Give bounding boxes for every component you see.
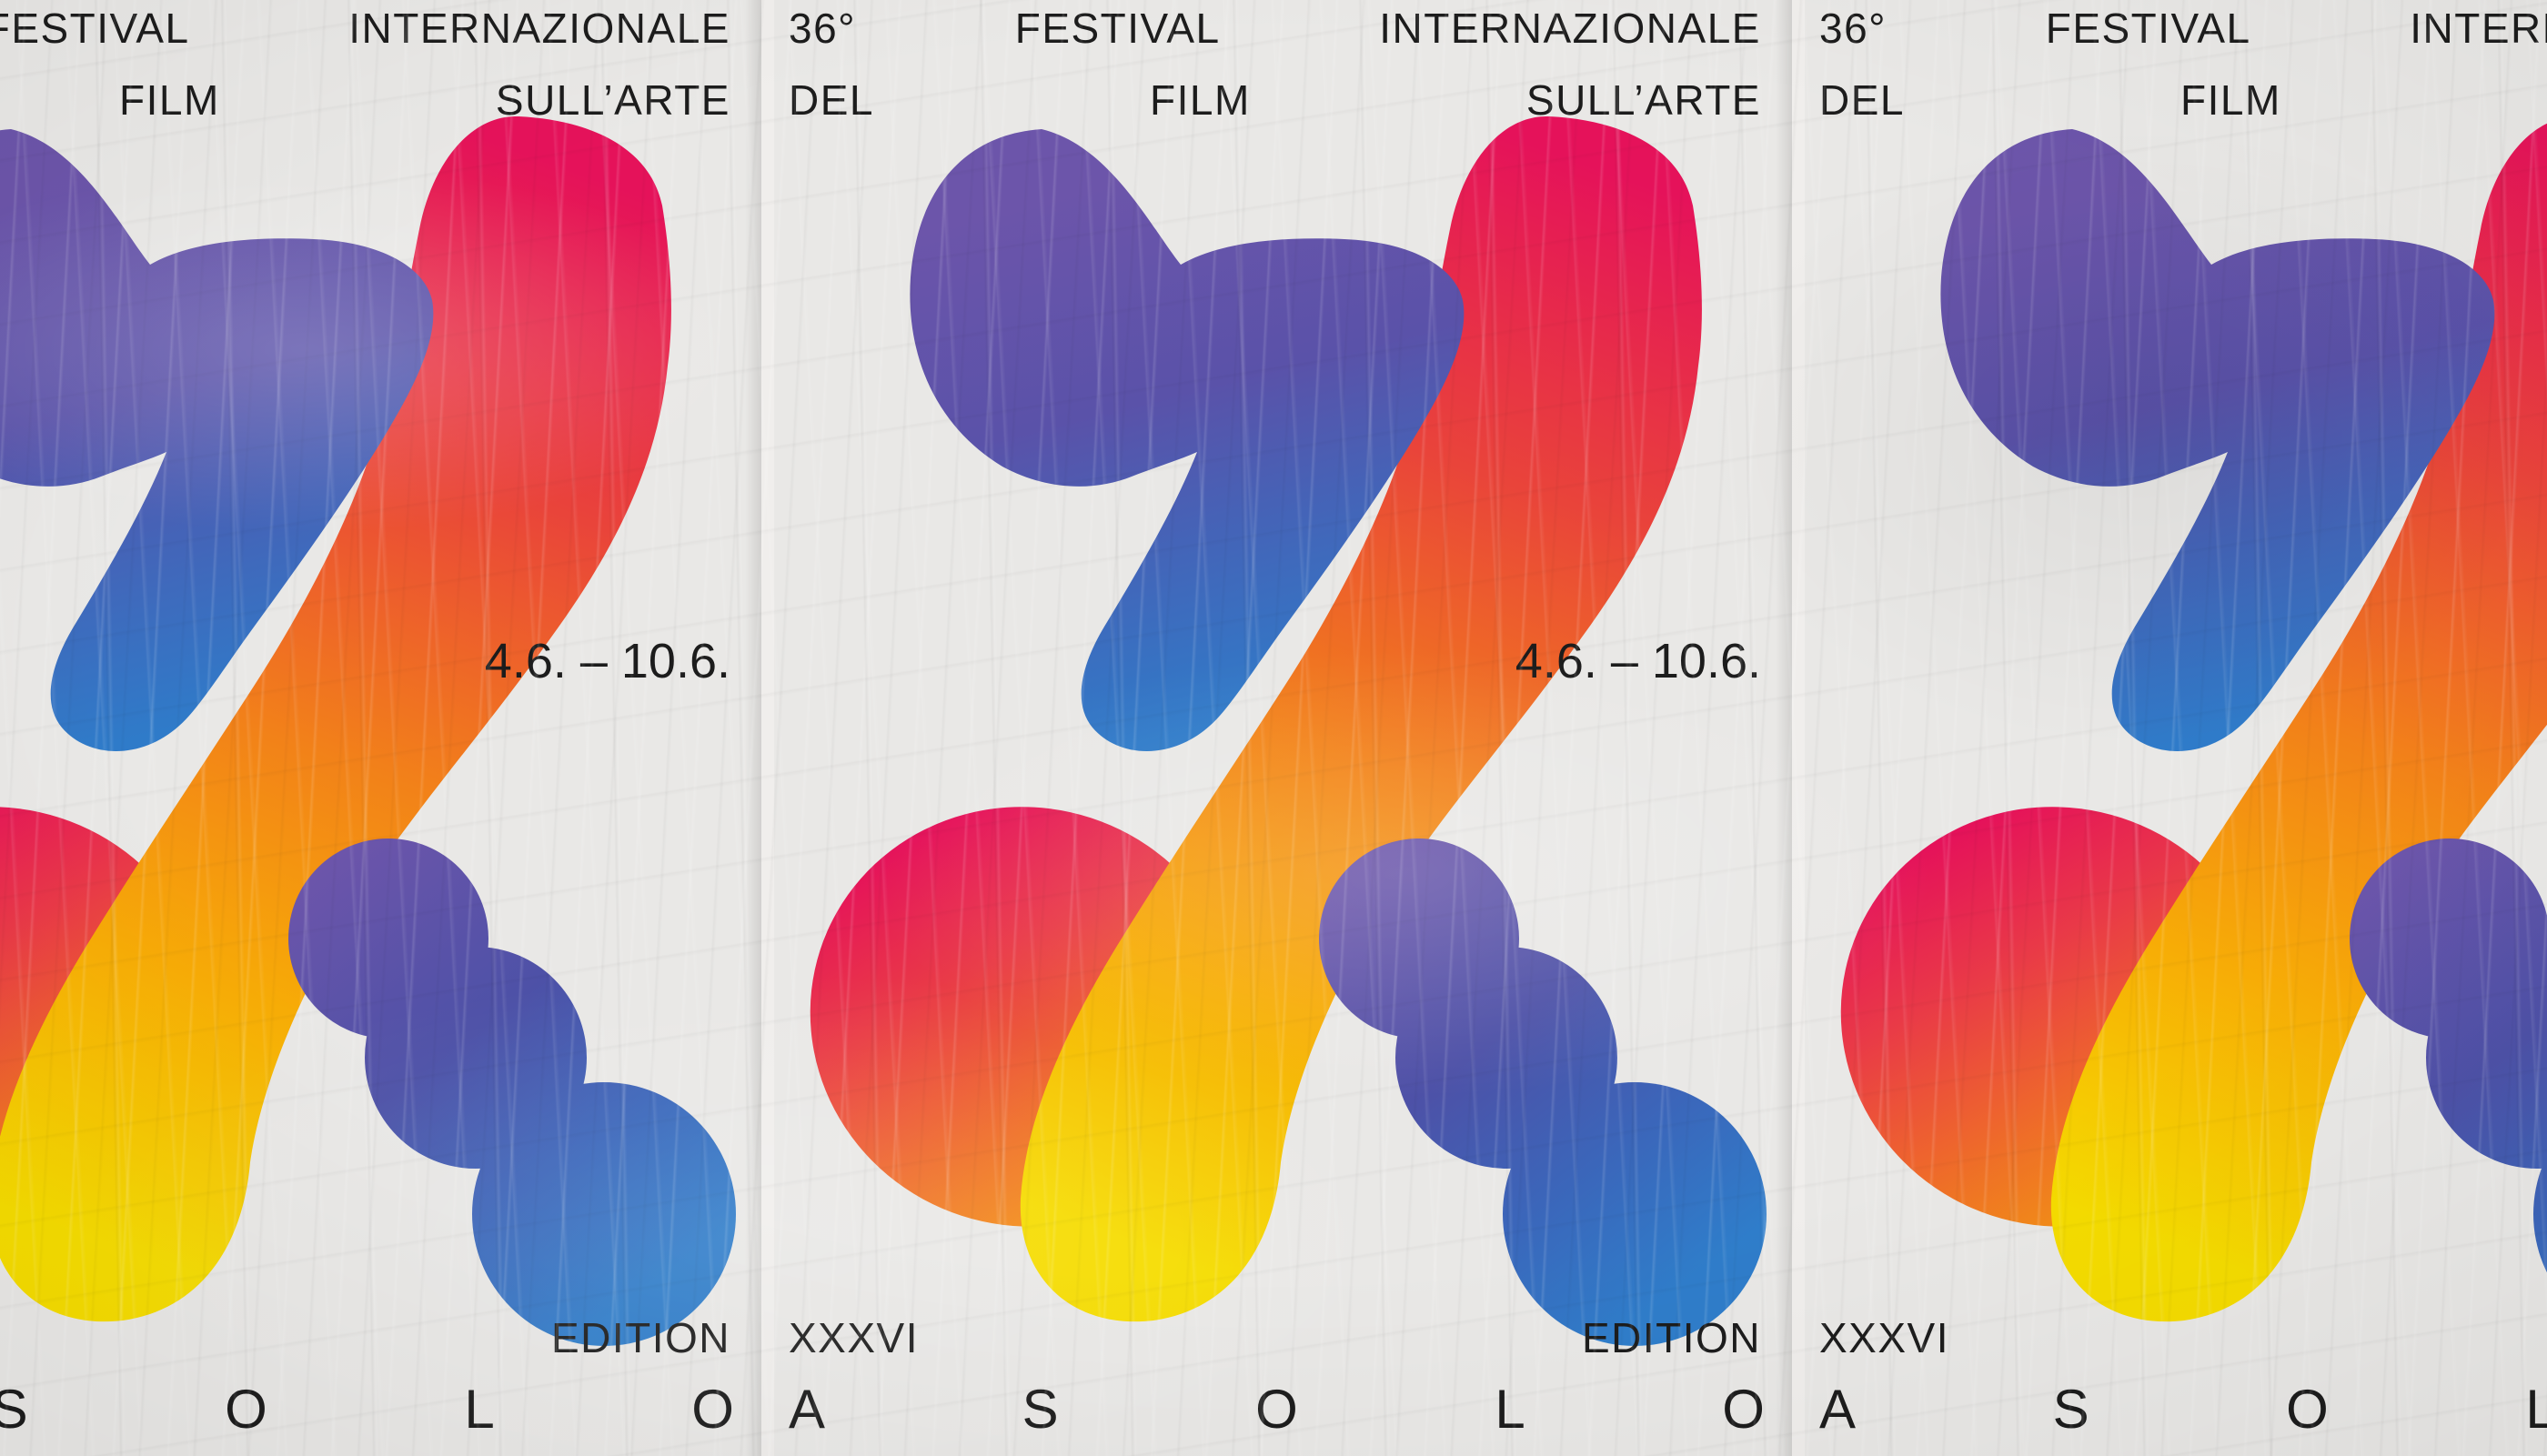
festival-word: FESTIVAL (1014, 5, 1221, 52)
city-letter: S (1022, 1379, 1059, 1440)
edition-degree-label: 36° (1819, 5, 1888, 52)
city-letter: L (464, 1379, 495, 1440)
internazionale-word: INTERNAZIONALE (348, 5, 730, 52)
internazionale-word: INTERNAZIONALE (1379, 5, 1761, 52)
sullarte-word: SULL’ARTE (495, 76, 730, 124)
film-word: FILM (119, 76, 220, 124)
city-name-asolo: A S O L O (0, 1382, 734, 1437)
city-letter: O (225, 1379, 267, 1440)
footer-line: XXXVI EDITION (789, 1317, 1761, 1359)
city-letter: O (1722, 1379, 1765, 1440)
del-word: DEL (789, 76, 874, 124)
footer-line: XXXVI EDITION (1819, 1317, 2547, 1359)
header-line-2: DEL FILM SULL’ARTE (1819, 79, 2547, 121)
header-line-2: DEL FILM SULL’ARTE (789, 79, 1761, 121)
festival-dates: 4.6. – 10.6. (2546, 637, 2547, 686)
edition-roman-numeral: XXXVI (1819, 1314, 1950, 1361)
edition-degree-label: 36° (789, 5, 857, 52)
festival-dates: 4.6. – 10.6. (1515, 634, 1761, 688)
city-letter: L (2525, 1379, 2547, 1440)
film-word: FILM (1150, 76, 1251, 124)
city-letter: O (2286, 1379, 2329, 1440)
internazionale-word: INTERNAZIONALE (2410, 5, 2547, 52)
festival-dates: 4.6. – 10.6. (484, 634, 730, 688)
edition-roman-numeral: XXXVI (789, 1314, 920, 1361)
city-name-asolo: A S O L O (789, 1382, 1765, 1437)
edition-word: EDITION (1581, 1314, 1761, 1361)
city-letter: A (789, 1379, 826, 1440)
header-line-1: 36° FESTIVAL INTERNAZIONALE (789, 7, 1761, 49)
poster-sheet-3: 36° FESTIVAL INTERNAZIONALE DEL FILM SUL… (1813, 0, 2547, 1456)
city-letter: O (1255, 1379, 1298, 1440)
poster-sheet-2: 36° FESTIVAL INTERNAZIONALE DEL FILM SUL… (782, 0, 1813, 1456)
festival-word: FESTIVAL (2045, 5, 2251, 52)
del-word: DEL (1819, 76, 1905, 124)
city-letter: O (691, 1379, 734, 1440)
city-letter: A (1819, 1379, 1857, 1440)
footer-line: XXXVI EDITION (0, 1317, 730, 1359)
sullarte-word: SULL’ARTE (1525, 76, 1761, 124)
city-name-asolo: A S O L O (1819, 1382, 2547, 1437)
festival-word: FESTIVAL (0, 5, 190, 52)
poster-sheet-1: 36° FESTIVAL INTERNAZIONALE DEL FILM SUL… (0, 0, 782, 1456)
header-line-1: 36° FESTIVAL INTERNAZIONALE (1819, 7, 2547, 49)
city-letter: S (0, 1379, 28, 1440)
header-line-1: 36° FESTIVAL INTERNAZIONALE (0, 7, 730, 49)
film-word: FILM (2180, 76, 2281, 124)
city-letter: L (1495, 1379, 1525, 1440)
header-line-2: DEL FILM SULL’ARTE (0, 79, 730, 121)
edition-word: EDITION (550, 1314, 730, 1361)
city-letter: S (2052, 1379, 2089, 1440)
